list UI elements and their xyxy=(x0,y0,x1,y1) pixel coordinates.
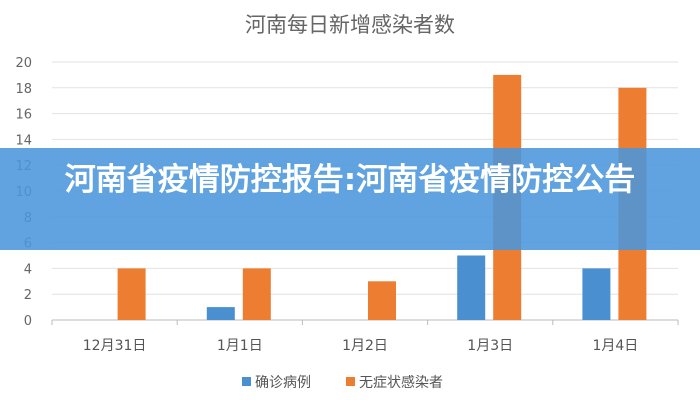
legend-swatch xyxy=(242,377,251,386)
legend-swatch xyxy=(346,377,355,386)
y-tick-label: 16 xyxy=(15,108,32,123)
bar-asymptomatic xyxy=(368,281,396,320)
x-tick-label: 12月31日 xyxy=(83,338,147,354)
y-tick-label: 4 xyxy=(24,262,32,277)
overlay-banner: 河南省疫情防控报告:河南省疫情防控公告 xyxy=(0,148,700,250)
y-tick-label: 18 xyxy=(15,82,32,97)
y-tick-label: 2 xyxy=(24,288,32,303)
legend-label: 确诊病例 xyxy=(255,375,311,391)
x-tick-label: 1月1日 xyxy=(217,338,263,354)
x-tick-label: 1月3日 xyxy=(467,338,513,354)
chart-title: 河南每日新增感染者数 xyxy=(245,13,455,37)
bar-confirmed xyxy=(582,268,611,320)
x-tick-label: 1月4日 xyxy=(592,338,638,354)
bar-confirmed xyxy=(457,255,486,320)
bar-asymptomatic xyxy=(242,268,271,320)
bar-asymptomatic xyxy=(117,268,146,320)
legend-label: 无症状感染者 xyxy=(359,374,443,391)
y-tick-label: 14 xyxy=(15,133,32,148)
y-tick-label: 20 xyxy=(15,56,32,71)
x-tick-label: 1月2日 xyxy=(342,338,388,354)
y-tick-label: 0 xyxy=(24,314,32,329)
bar-confirmed xyxy=(206,307,235,320)
